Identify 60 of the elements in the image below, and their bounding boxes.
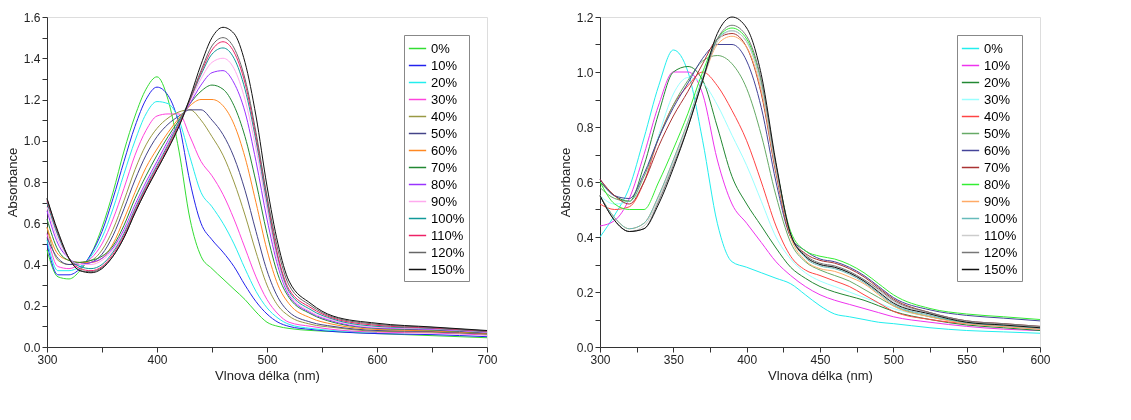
y-tick-label: 0.0 <box>576 340 594 355</box>
legend-label: 150% <box>984 261 1018 277</box>
legend-label: 60% <box>984 142 1011 158</box>
x-tick-label: 450 <box>810 352 831 367</box>
legend-label: 70% <box>431 159 458 175</box>
legend-label: 60% <box>431 142 458 158</box>
legend-label: 120% <box>984 244 1018 260</box>
legend-label: 40% <box>431 108 458 124</box>
legend-label: 90% <box>431 193 458 209</box>
legend-label: 40% <box>984 108 1011 124</box>
x-tick-label: 500 <box>883 352 905 367</box>
legend-label: 70% <box>984 159 1011 175</box>
legend-label: 80% <box>431 176 458 192</box>
legend-label: 100% <box>984 210 1018 226</box>
legend-label: 50% <box>984 125 1011 141</box>
legend-label: 50% <box>431 125 458 141</box>
y-tick-label: 1.4 <box>23 51 41 66</box>
y-tick-label: 1.6 <box>23 10 41 25</box>
x-tick-label: 700 <box>477 352 498 367</box>
legend-label: 30% <box>431 91 458 107</box>
legend-label: 10% <box>984 57 1011 73</box>
legend-label: 0% <box>984 40 1004 56</box>
legend-label: 110% <box>431 227 464 243</box>
x-tick-label: 400 <box>737 352 758 367</box>
legend-label: 100% <box>431 210 465 226</box>
y-tick-label: 0.6 <box>23 216 41 231</box>
legend-label: 30% <box>984 91 1011 107</box>
x-tick-label: 400 <box>147 352 168 367</box>
y-tick-label: 0.6 <box>576 175 594 190</box>
legend-label: 120% <box>431 244 465 260</box>
x-tick-label: 550 <box>957 352 978 367</box>
y-tick-label: 1.0 <box>576 65 594 80</box>
y-tick-label: 0.4 <box>576 230 594 245</box>
x-tick-label: 600 <box>1030 352 1051 367</box>
x-tick-label: 300 <box>590 352 611 367</box>
legend-label: 150% <box>431 261 465 277</box>
x-tick-label: 350 <box>663 352 685 367</box>
legend-label: 90% <box>984 193 1011 209</box>
y-tick-label: 0.2 <box>23 299 41 314</box>
y-tick-label: 1.0 <box>23 134 41 149</box>
x-tick-label: 300 <box>37 352 58 367</box>
legend-label: 10% <box>431 57 458 73</box>
x-tick-label: 500 <box>257 352 278 367</box>
x-axis-title: Vlnova délka (nm) <box>768 367 873 383</box>
y-tick-label: 0.8 <box>576 120 594 135</box>
legend-label: 0% <box>431 40 451 56</box>
y-tick-label: 0.0 <box>23 340 41 355</box>
y-axis-title: Absorbance <box>4 147 20 218</box>
y-tick-label: 0.8 <box>23 175 41 190</box>
legend-label: 20% <box>984 74 1011 90</box>
x-tick-label: 600 <box>367 352 388 367</box>
y-tick-label: 0.2 <box>576 285 594 300</box>
y-tick-label: 1.2 <box>23 93 41 107</box>
y-tick-label: 1.2 <box>576 10 594 25</box>
y-tick-label: 0.4 <box>23 258 41 272</box>
x-axis-title: Vlnova délka (nm) <box>215 367 320 383</box>
legend-label: 110% <box>984 227 1017 243</box>
legend-label: 20% <box>431 74 458 90</box>
y-axis-title: Absorbance <box>557 147 573 218</box>
legend-label: 80% <box>984 176 1011 192</box>
